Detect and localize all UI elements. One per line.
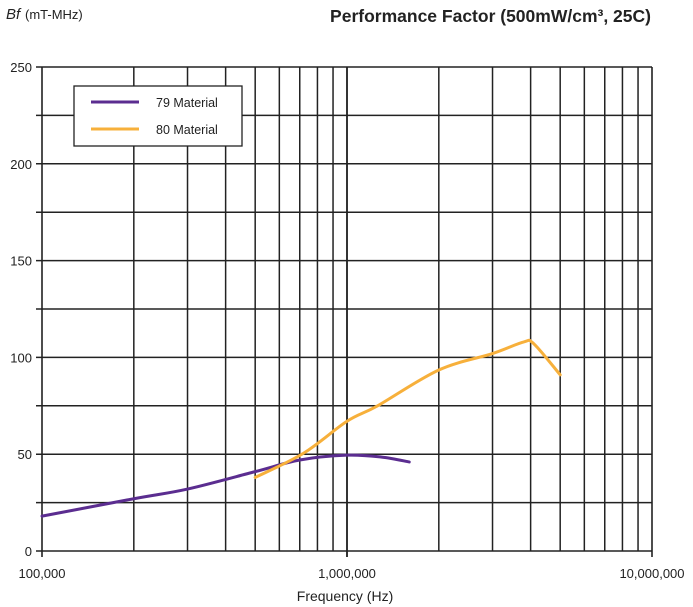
y-tick-label: 100: [10, 350, 32, 365]
y-tick-label: 0: [25, 544, 32, 559]
x-tick-label: 100,000: [19, 566, 66, 581]
y-tick-label: 50: [18, 447, 32, 462]
y-axis-label: (mT-MHz): [25, 7, 83, 22]
series-line-1: [253, 338, 562, 479]
legend-box: [73, 85, 243, 147]
y-tick-label: 200: [10, 157, 32, 172]
series-line-0: [40, 453, 411, 518]
y-tick-label: 150: [10, 254, 32, 269]
y-tick-label: 250: [10, 60, 32, 75]
x-tick-label: 1,000,000: [318, 566, 376, 581]
series-lines: [40, 338, 562, 518]
legend-label-79: 79 Material: [156, 96, 218, 110]
legend-label-80: 80 Material: [156, 123, 218, 137]
legend: 79 Material 80 Material: [73, 85, 243, 147]
x-tick-label: 10,000,000: [619, 566, 684, 581]
tick-labels: 0 50 100 150 200 250 100,000 1,000,000 10,000,00…: [10, 60, 684, 581]
grid: [36, 66, 653, 557]
chart-title: Performance Factor (500mW/cm³, 25C): [330, 6, 651, 26]
y-axis-label-prefix: Bf: [6, 6, 22, 23]
x-axis-label: Frequency (Hz): [297, 588, 393, 604]
